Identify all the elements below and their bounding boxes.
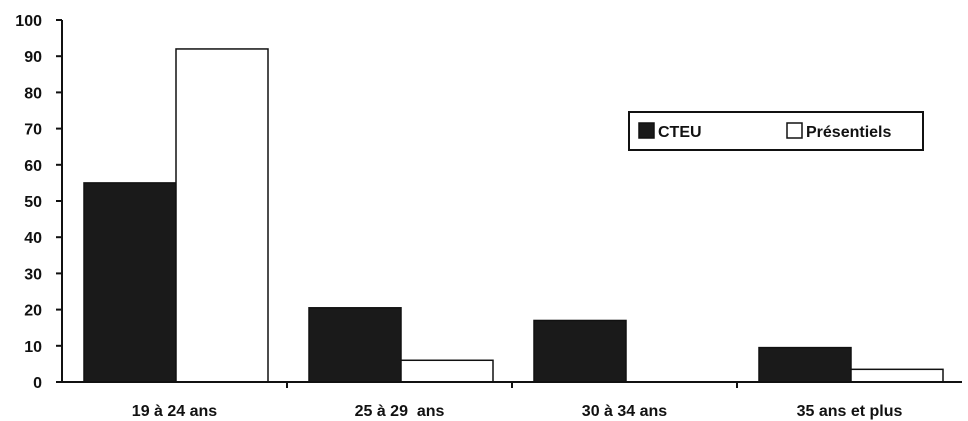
y-tick-label: 10 <box>24 339 42 356</box>
bar-presentiels <box>850 368 944 383</box>
bar-cteu <box>758 346 852 383</box>
x-category-label: 19 à 24 ans <box>132 403 218 420</box>
x-category-label: 35 ans et plus <box>797 403 903 420</box>
y-tick-label: 50 <box>24 194 42 211</box>
y-tick-label: 0 <box>33 375 42 392</box>
y-tick-label: 20 <box>24 303 42 320</box>
legend-label-presentiels: Présentiels <box>806 124 891 141</box>
bar-presentiels <box>175 48 269 383</box>
y-tick-label: 60 <box>24 158 42 175</box>
x-category-label: 30 à 34 ans <box>582 403 668 420</box>
bar-cteu <box>308 307 402 383</box>
legend-box <box>628 111 924 151</box>
y-tick-label: 30 <box>24 266 42 283</box>
y-tick-label: 90 <box>24 49 42 66</box>
x-category-label: 25 à 29 ans <box>355 403 445 420</box>
bar-cteu <box>83 182 177 383</box>
bar-presentiels <box>400 359 494 383</box>
y-tick-label: 70 <box>24 122 42 139</box>
y-tick-label: 100 <box>15 13 42 30</box>
x-axis-labels: 19 à 24 ans 25 à 29 ans 30 à 34 ans 35 ans … <box>132 403 903 420</box>
legend-swatch-presentiels <box>786 122 803 139</box>
bars <box>83 48 944 383</box>
bar-cteu <box>533 319 627 383</box>
legend-swatch-cteu <box>638 122 655 139</box>
y-axis: 0 10 20 30 40 50 60 70 80 90 100 <box>15 13 62 392</box>
legend: CTEU Présentiels <box>628 111 924 151</box>
y-tick-label: 40 <box>24 230 42 247</box>
legend-label-cteu: CTEU <box>658 124 702 141</box>
x-axis-ticks <box>286 382 738 388</box>
y-tick-label: 80 <box>24 85 42 102</box>
